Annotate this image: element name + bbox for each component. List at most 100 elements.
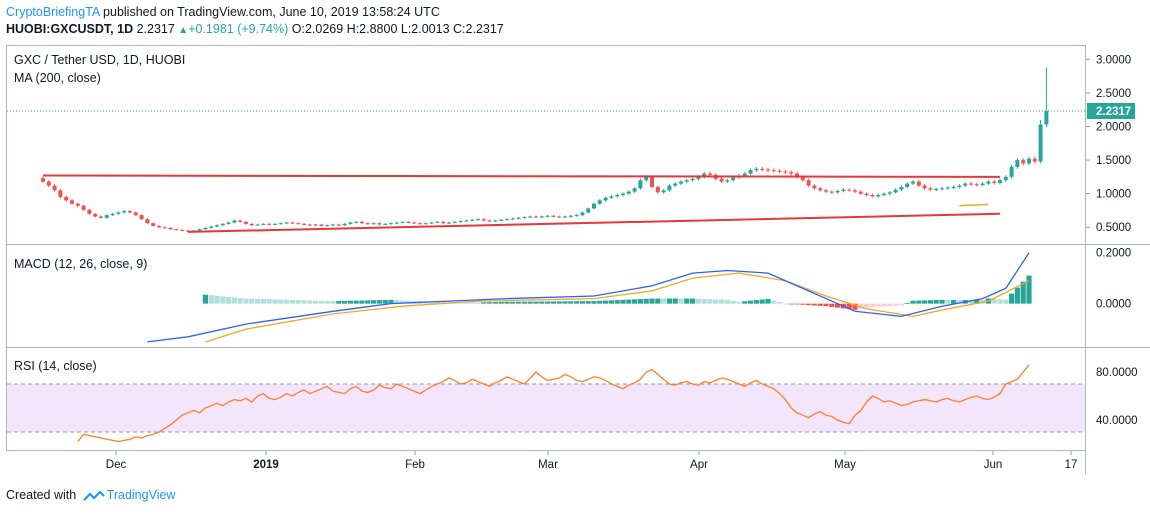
- candle-body: [499, 219, 504, 221]
- candle-body: [766, 169, 770, 171]
- ohlc-values: O:2.0269 H:2.8800 L:2.0013 C:2.2317: [291, 22, 504, 36]
- macd-histogram-bar: [695, 298, 701, 304]
- candle-body: [87, 209, 92, 214]
- macd-histogram-bar: [632, 299, 638, 304]
- candle-body: [168, 227, 173, 230]
- macd-histogram-bar: [997, 299, 1003, 304]
- resistance-trendline[interactable]: [42, 174, 1001, 178]
- candle-body: [673, 183, 678, 186]
- macd-histogram-bar: [284, 299, 290, 304]
- macd-histogram-bar: [713, 299, 719, 304]
- candle-body: [708, 173, 712, 175]
- candle-body: [945, 187, 950, 189]
- macd-histogram-bar: [556, 301, 562, 304]
- macd-histogram-bar: [550, 301, 556, 304]
- candle-body: [278, 223, 283, 225]
- last-price-label: 2.2317: [1087, 102, 1135, 119]
- candle-body: [435, 221, 440, 223]
- up-arrow-icon: ▲: [178, 25, 189, 36]
- candle-body: [412, 222, 417, 224]
- author-link[interactable]: CryptoBriefingTA: [6, 5, 100, 19]
- last-price-label-bg: [1087, 102, 1135, 119]
- macd-histogram-bar: [707, 299, 713, 304]
- macd-histogram-bar: [353, 300, 359, 304]
- macd-histogram-bar: [759, 299, 765, 304]
- price-tick-label: 2.0000: [1096, 122, 1131, 134]
- macd-pane-title: MACD (12, 26, close, 9): [14, 257, 147, 271]
- candle-body: [481, 219, 486, 221]
- published-text: published on TradingView.com, June 10, 2…: [103, 5, 440, 19]
- candle-body: [742, 173, 747, 176]
- candle-body: [812, 185, 817, 189]
- candle-body: [203, 227, 208, 230]
- candle-body: [302, 223, 306, 225]
- macd-histogram-bar: [684, 298, 690, 304]
- candle-body: [806, 180, 811, 186]
- macd-histogram-bar: [800, 303, 806, 305]
- candle-body: [980, 183, 985, 185]
- tradingview-brand-link[interactable]: TradingView: [106, 488, 176, 502]
- candle-body: [754, 168, 759, 171]
- macd-histogram-bar: [614, 300, 620, 304]
- macd-histogram-bar: [342, 300, 348, 304]
- macd-histogram-bar: [823, 303, 829, 307]
- support-trendline[interactable]: [187, 212, 1001, 233]
- macd-histogram-bar: [765, 298, 771, 304]
- candle-body: [603, 197, 608, 201]
- macd-histogram-bar: [434, 301, 440, 304]
- candle-body: [354, 221, 359, 223]
- macd-histogram-bar: [231, 297, 237, 304]
- candle-body: [777, 170, 782, 172]
- candle-body: [139, 215, 144, 220]
- x-tick-label: Dec: [106, 459, 127, 471]
- candle-body: [377, 223, 382, 225]
- candle-body: [226, 222, 231, 224]
- macd-histogram-bar: [864, 303, 870, 308]
- axis-layer: Dec 2019 Feb Mar Apr May Jun 17 0.5000 1.0000 1.50…: [106, 54, 1138, 471]
- macd-histogram-bar: [858, 303, 864, 309]
- candle-body: [563, 216, 567, 218]
- candle-body: [389, 223, 393, 225]
- candle-body: [342, 223, 347, 226]
- macd-histogram-bar: [376, 300, 382, 304]
- macd-histogram-bar: [591, 301, 597, 304]
- macd-histogram-bar: [748, 300, 754, 304]
- candle-body: [157, 225, 161, 228]
- candle-body: [429, 222, 434, 224]
- candle-body: [725, 180, 730, 182]
- candle-body: [180, 229, 185, 231]
- macd-histogram-bar: [904, 303, 910, 304]
- macd-histogram-bar: [568, 301, 574, 304]
- candle-body: [487, 220, 492, 222]
- price-tick-label: 2.5000: [1096, 88, 1131, 100]
- macd-histogram-bar: [336, 300, 342, 304]
- macd-histogram-bar: [852, 303, 858, 310]
- macd-pane: [147, 252, 1032, 343]
- macd-tick-label: 0.0000: [1096, 299, 1131, 311]
- macd-histogram-bar: [243, 298, 249, 304]
- candle-body: [58, 190, 63, 198]
- candle-body: [696, 176, 701, 179]
- symbol-label: HUOBI:GXCUSDT, 1D: [6, 22, 134, 36]
- macd-histogram-bar: [347, 300, 353, 304]
- ma-200-line: [959, 203, 989, 207]
- candle-body: [539, 216, 544, 218]
- macd-histogram-bar: [817, 303, 823, 306]
- candle-body: [1021, 160, 1026, 164]
- candle-body: [795, 173, 799, 177]
- macd-histogram-bar: [394, 300, 400, 304]
- candle-body: [986, 181, 991, 184]
- candle-body: [638, 180, 643, 189]
- macd-histogram-bar: [487, 302, 493, 304]
- macd-histogram-bar: [661, 298, 667, 304]
- last-price-label-text: 2.2317: [1096, 106, 1131, 118]
- candle-body: [151, 223, 156, 226]
- candle-body: [1038, 124, 1043, 162]
- candle-body: [789, 172, 794, 174]
- macd-histogram-bar: [574, 301, 580, 304]
- macd-histogram-bar: [220, 296, 226, 304]
- macd-histogram-bar: [521, 301, 527, 304]
- candle-body: [232, 220, 237, 223]
- candle-body: [441, 221, 446, 224]
